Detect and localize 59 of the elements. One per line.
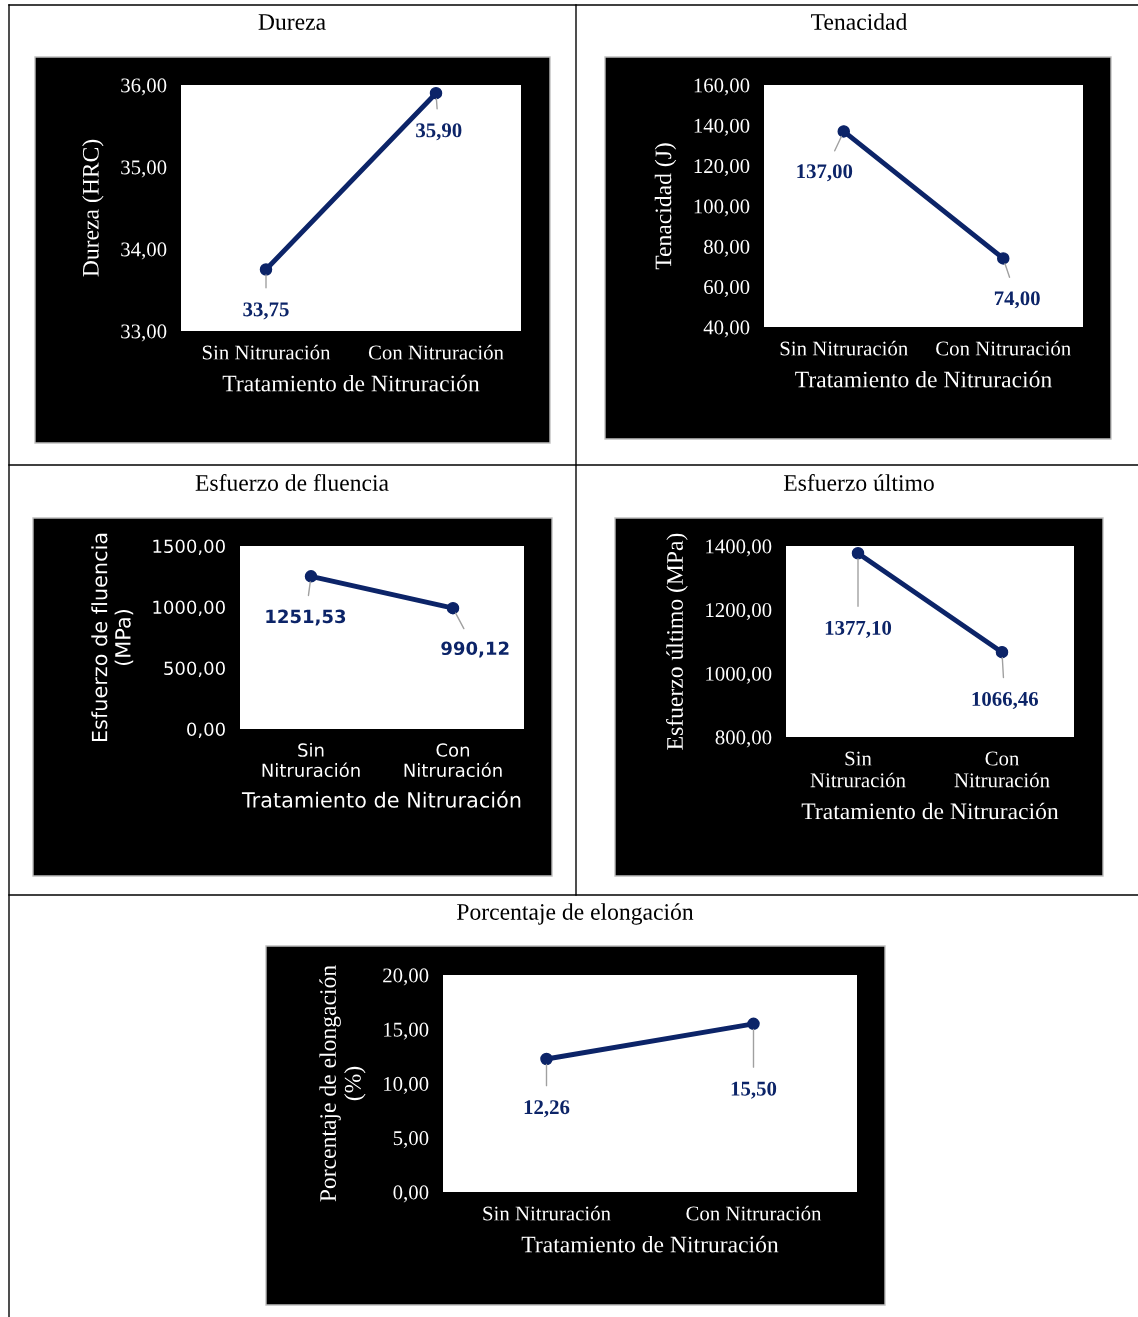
y-tick-label: 40,00: [703, 320, 750, 338]
x-tick-label: Con Nitruración: [954, 751, 1050, 788]
y-axis-title: Esfuerzo de fluencia (MPa): [91, 533, 134, 742]
data-label: 1066,46: [972, 691, 1039, 710]
x-axis-title: Tratamiento de Nitruración: [222, 374, 480, 392]
chart-title: Dureza: [258, 14, 326, 30]
data-label: 12,26: [524, 1100, 570, 1118]
x-axis-title: Tratamiento de Nitruración: [795, 370, 1052, 388]
data-label: 1251,53: [266, 609, 346, 626]
x-tick-label: Sin Nitruración: [810, 751, 906, 788]
chart-title: Esfuerzo de fluencia: [195, 474, 389, 491]
x-tick-label: Sin Nitruración: [262, 742, 360, 778]
y-tick-label: 160,00: [694, 78, 750, 96]
y-tick-label: 15,00: [384, 1022, 429, 1040]
x-tick-label: Sin Nitruración: [202, 344, 331, 360]
x-tick-label: Con Nitruración: [404, 743, 502, 778]
chart-title: Porcentaje de elongación: [457, 903, 694, 925]
data-label: 15,50: [731, 1081, 777, 1099]
x-axis-title: Tratamiento de Nitruración: [801, 802, 1059, 820]
x-axis-title: Tratamiento de Nitruración: [241, 790, 521, 808]
y-tick-label: 20,00: [383, 968, 429, 986]
data-label: 74,00: [994, 291, 1040, 309]
data-label: 33,75: [243, 302, 289, 320]
y-tick-label: 5,00: [393, 1131, 429, 1149]
y-tick-label: 120,00: [694, 159, 750, 177]
y-tick-label: 1400,00: [706, 539, 772, 557]
y-axis-title: Dureza (HRC): [82, 139, 104, 277]
y-tick-label: 33,00: [121, 324, 167, 342]
chart-title: Tenacidad: [811, 13, 908, 30]
y-tick-label: 140,00: [694, 118, 750, 136]
data-label: 1377,10: [825, 620, 892, 638]
y-tick-label: 1500,00: [153, 539, 225, 555]
data-label: 35,90: [416, 123, 462, 141]
y-tick-label: 800,00: [715, 730, 772, 748]
y-tick-label: 36,00: [121, 78, 167, 96]
y-tick-label: 34,00: [121, 242, 167, 260]
y-tick-label: 0,00: [393, 1185, 429, 1203]
data-label: 990,12: [441, 641, 509, 658]
y-axis-title: Tenacidad (J): [654, 143, 677, 270]
x-axis-title: Tratamiento de Nitruración: [521, 1235, 779, 1253]
y-tick-label: 10,00: [384, 1076, 429, 1094]
y-tick-label: 60,00: [704, 280, 750, 298]
y-tick-label: 100,00: [694, 199, 750, 217]
y-tick-label: 0,00: [187, 722, 225, 738]
y-tick-label: 80,00: [704, 239, 750, 257]
y-axis-title: Porcentaje de elongación (%): [319, 965, 366, 1202]
x-tick-label: Sin Nitruración: [483, 1205, 611, 1221]
x-tick-label: Con Nitruración: [936, 340, 1071, 356]
x-tick-label: Sin Nitruración: [780, 340, 908, 356]
x-tick-label: Con Nitruración: [368, 344, 504, 360]
y-tick-label: 500,00: [164, 661, 225, 677]
y-tick-label: 35,00: [121, 160, 167, 178]
y-axis-title: Esfuerzo último (MPa): [666, 533, 688, 750]
x-tick-label: Con Nitruración: [686, 1205, 822, 1221]
y-tick-label: 1200,00: [706, 603, 772, 621]
y-tick-label: 1000,00: [153, 600, 225, 616]
data-label: 137,00: [797, 164, 853, 182]
y-tick-label: 1000,00: [706, 666, 772, 684]
chart-title: Esfuerzo último: [783, 474, 934, 491]
